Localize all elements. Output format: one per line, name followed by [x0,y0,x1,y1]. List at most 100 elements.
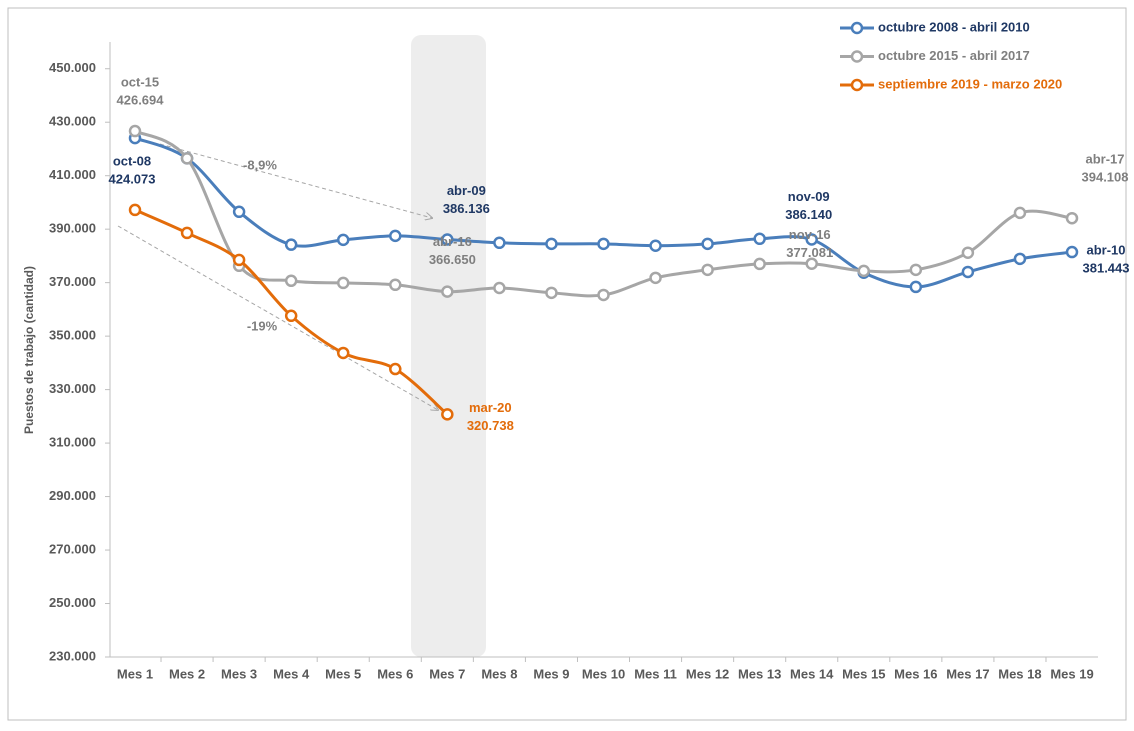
legend-marker [850,78,864,92]
point [389,278,402,292]
annotation: -19% [247,318,278,333]
point [597,288,610,302]
point [128,124,142,138]
y-tick-label: 290.000 [49,488,96,503]
x-tick-label: Mes 5 [325,666,361,681]
value-label: 386.140 [785,207,832,222]
point-label: abr-16 [433,234,472,249]
point [441,285,454,298]
point [284,309,298,323]
x-tick-label: Mes 6 [377,666,413,681]
x-tick-label: Mes 17 [946,666,989,681]
y-tick-label: 270.000 [49,541,96,556]
y-tick-label: 230.000 [49,648,96,663]
annotation: -8,9% [243,157,277,172]
point-label: mar-20 [469,400,512,415]
point [1065,211,1079,225]
point [545,286,558,300]
point [441,408,454,421]
point-label: nov-09 [788,189,830,204]
legend-label: septiembre 2019 - marzo 2020 [878,76,1062,91]
highlight-band [411,35,486,657]
point [1065,245,1079,259]
point [1013,206,1027,220]
legend-label: octubre 2015 - abril 2017 [878,48,1030,63]
point-label: abr-09 [447,183,486,198]
x-tick-label: Mes 7 [429,666,465,681]
y-tick-label: 430.000 [49,114,96,129]
point [909,280,923,294]
value-label: 424.073 [109,172,156,187]
point [753,232,766,246]
value-label: 377.081 [786,245,833,260]
point-label: abr-10 [1086,242,1125,257]
y-tick-label: 310.000 [49,435,96,450]
point [805,257,818,270]
chart-border [7,7,1127,721]
x-tick-label: Mes 10 [582,666,625,681]
point [232,205,246,219]
point [441,233,454,246]
x-tick-label: Mes 8 [481,666,517,681]
point [284,274,298,288]
point [336,346,350,360]
point-label: nov-16 [789,227,831,242]
point-label: abr-17 [1085,152,1124,167]
point [701,237,714,251]
x-tick-label: Mes 1 [117,666,153,681]
x-tick-label: Mes 14 [790,666,834,681]
point [961,246,975,259]
value-label: 381.443 [1083,260,1130,275]
x-tick-label: Mes 15 [842,666,885,681]
point [961,265,975,279]
x-tick-label: Mes 11 [634,666,677,681]
y-tick-label: 450.000 [49,60,96,75]
point [1013,252,1027,266]
point [389,362,402,376]
point [857,264,871,278]
point [597,237,610,251]
point-label: oct-15 [121,74,159,89]
point [493,236,506,250]
point [909,263,923,277]
point [805,233,818,246]
value-label: 386.136 [443,201,490,216]
value-label: 426.694 [117,92,165,107]
legend-label: octubre 2008 - abril 2010 [878,19,1030,34]
y-tick-label: 350.000 [49,328,96,343]
value-label: 394.108 [1082,170,1129,185]
y-tick-label: 410.000 [49,167,96,182]
point [753,257,766,271]
y-tick-label: 250.000 [49,595,96,610]
point [701,263,714,277]
point [493,281,506,295]
x-tick-label: Mes 18 [998,666,1041,681]
point [128,203,142,217]
point [232,253,246,267]
legend-marker [850,50,864,63]
point [545,237,558,251]
point [649,239,662,253]
x-tick-label: Mes 4 [273,666,310,681]
x-tick-label: Mes 13 [738,666,781,681]
value-label: 320.738 [467,418,514,433]
point [180,152,194,165]
trend-arrow [159,143,432,218]
point [284,238,298,251]
legend-marker [850,21,864,35]
x-tick-label: Mes 9 [533,666,569,681]
trend-arrow [117,225,438,410]
point [336,276,350,290]
y-tick-label: 370.000 [49,274,96,289]
x-tick-label: Mes 3 [221,666,257,681]
x-tick-label: Mes 12 [686,666,729,681]
x-tick-label: Mes 16 [894,666,937,681]
point [389,229,402,243]
y-tick-label: 330.000 [49,381,96,396]
value-label: 366.650 [429,252,476,267]
y-tick-label: 390.000 [49,221,96,236]
point-label: oct-08 [113,154,151,169]
x-tick-label: Mes 19 [1050,666,1093,681]
point [180,226,194,240]
